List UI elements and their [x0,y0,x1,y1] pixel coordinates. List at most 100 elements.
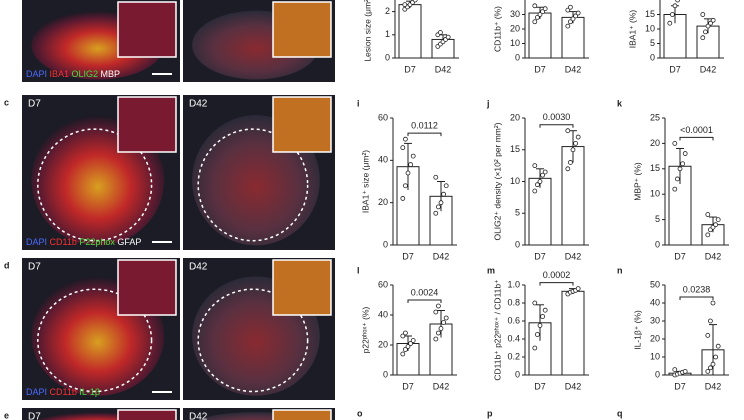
data-point [535,332,540,337]
y-tick-label: 2 [385,6,390,16]
data-point [410,338,416,343]
y-axis-label: MBP⁺ (%) [632,162,642,201]
panel-letter: d [4,260,10,270]
y-axis-label: Lesion size (μm²) [362,0,372,62]
y-tick-label: 0 [515,239,520,249]
data-point [672,186,678,192]
data-point [537,323,543,328]
data-point [670,12,675,17]
data-point [433,336,439,342]
time-tag: D7 [28,412,41,420]
inset [117,409,177,420]
data-point [433,174,439,180]
y-tick-label: 20 [510,112,520,122]
x-tick-label: D42 [433,381,450,391]
bar [398,4,422,59]
y-axis-label: p22ᵖʰᵒˣ⁺ (%) [360,306,370,353]
stain-name: IBA1 [50,69,72,79]
x-tick-label: D7 [674,381,686,391]
data-point [677,166,683,172]
data-point [573,140,578,146]
time-tag: D7 [28,262,41,273]
stain-legend: DAPI CD11b IL-1β [26,387,100,397]
stain-name: P22phox [79,237,117,247]
data-point [412,0,418,3]
inset [272,96,332,153]
inset [117,96,177,153]
data-point [565,23,571,29]
significance-bracket [407,132,442,137]
y-tick-label: 60 [378,112,388,122]
y-tick-label: 40 [650,297,660,307]
data-point [433,210,439,216]
data-point [441,320,447,325]
y-tick-label: 20 [650,138,660,148]
x-tick-label: D42 [705,381,722,391]
data-point [402,347,408,352]
data-point [437,30,443,35]
p-value: 0.0002 [543,270,571,280]
stain-legend: DAPI CD11b P22phox GFAP [26,237,141,247]
panel-letter: m [487,265,495,275]
data-point [542,169,548,175]
inset [272,409,332,420]
data-point [575,286,581,292]
y-tick-label: 0 [515,369,520,379]
y-tick-label: 0 [655,369,660,379]
x-tick-label: D42 [705,251,722,261]
y-tick-label: 40 [378,309,388,319]
data-point [532,300,538,306]
data-point [680,161,685,167]
data-point [667,20,673,26]
x-tick-label: D7 [404,64,416,74]
y-tick-label: 10 [510,176,520,186]
data-point [705,332,711,338]
data-point [438,326,444,331]
panel-letter: n [617,265,623,275]
data-point [435,303,441,309]
data-point [433,309,439,315]
data-point [575,10,581,16]
stain-name: GFAP [117,237,141,247]
lesion-outline [37,128,153,242]
y-tick-label: 5 [655,214,660,224]
lesion-outline [197,288,309,393]
data-point [540,9,545,14]
y-axis-label: IL-1β⁺ (%) [632,310,642,350]
x-tick-label: D42 [700,64,717,74]
significance-bracket [407,299,442,303]
data-point [565,7,571,13]
y-tick-label: 15 [510,144,520,154]
y-axis-label: IBA1⁺ (%) [627,10,637,49]
time-tag: D42 [189,412,208,420]
y-tick-label: 1.0 [507,279,520,289]
data-point [715,217,721,223]
data-point [532,345,538,351]
bar [561,16,585,59]
data-point [535,14,540,20]
data-point [443,315,449,321]
x-tick-label: D7 [402,251,414,261]
stain-name: MBP [101,69,121,79]
y-tick-label: 1 [385,29,390,39]
data-point [405,170,411,176]
y-tick-label: 20 [650,333,660,343]
data-point [682,368,688,374]
data-point [532,163,538,169]
data-point [568,19,573,25]
data-point [705,368,711,374]
p-value: 0.0112 [411,121,438,131]
data-point [438,200,444,206]
data-point [675,176,680,182]
data-point [400,351,406,357]
stain-name: DAPI [26,237,50,247]
x-tick-label: D7 [534,64,546,74]
data-point [535,182,540,188]
x-tick-label: D7 [669,64,681,74]
data-point [682,151,688,156]
data-point [705,23,711,29]
p-value: 0.0238 [683,284,711,294]
panel-letter: c [4,97,9,107]
data-point [542,6,548,12]
